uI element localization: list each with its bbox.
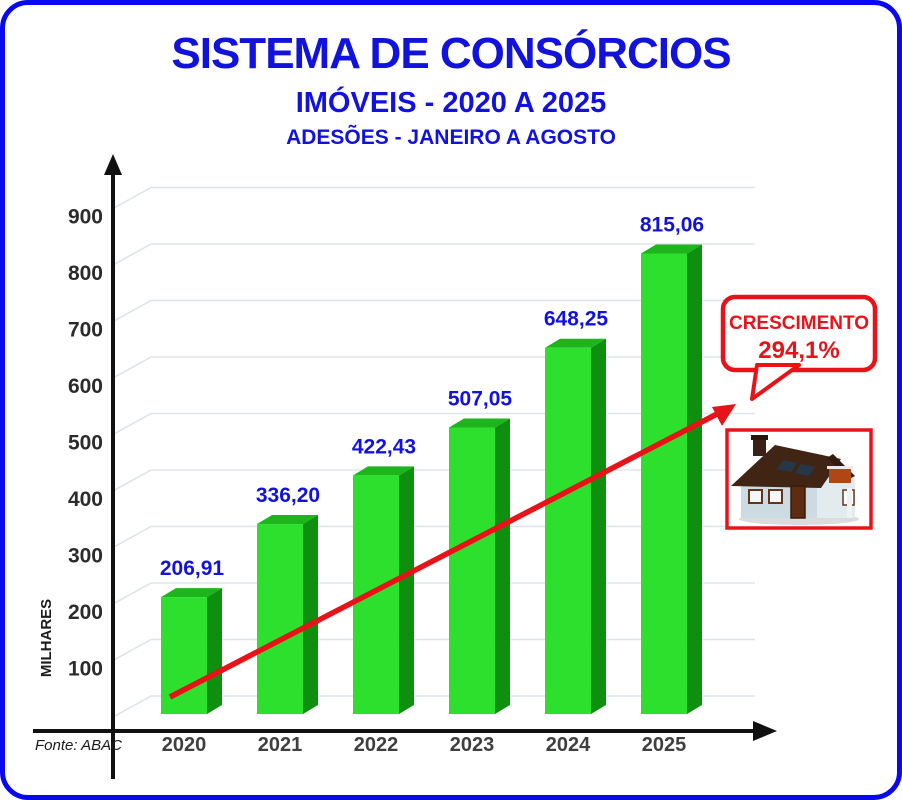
value-label-2022: 422,43 (352, 435, 416, 458)
house-balcony-rail (827, 466, 853, 469)
chart-subtitle-1: IMÓVEIS - 2020 A 2025 (295, 87, 607, 119)
bar-2025 (641, 244, 702, 715)
house-door (790, 485, 806, 519)
axes (33, 154, 777, 779)
y-tick-300: 300 (68, 545, 103, 568)
y-tick-800: 800 (68, 262, 103, 285)
x-label-2020: 2020 (162, 734, 207, 756)
callout-growth-value: 294,1% (758, 337, 839, 364)
growth-callout: CRESCIMENTO 294,1% (720, 294, 878, 401)
y-tick-200: 200 (68, 601, 103, 624)
y-tick-100: 100 (68, 658, 103, 681)
house-chimney (753, 438, 766, 456)
value-label-2023: 507,05 (448, 388, 513, 411)
bar-2023 (449, 418, 510, 714)
y-tick-400: 400 (68, 488, 103, 511)
house-window (768, 489, 783, 504)
bar-2020 (161, 588, 222, 714)
value-label-2021: 336,20 (256, 484, 320, 507)
house-image (725, 428, 873, 530)
value-label-2020: 206,91 (160, 557, 225, 580)
gridline-900 (112, 186, 755, 210)
x-label-2022: 2022 (354, 734, 399, 756)
house-skylight (777, 460, 797, 472)
chart-header: SISTEMA DE CONSÓRCIOS IMÓVEIS - 2020 A 2… (5, 5, 897, 150)
trend-arrowhead-icon (712, 404, 736, 426)
bar-2024 (545, 338, 606, 714)
x-label-2021: 2021 (258, 734, 303, 756)
x-label-2025: 2025 (642, 734, 687, 756)
bar-chart: 100 200 300 400 500 600 700 800 900 2020 206,91 202… (33, 154, 878, 779)
x-axis-arrow-icon (753, 721, 777, 741)
bar-2022 (353, 466, 414, 714)
x-label-2024: 2024 (546, 734, 591, 756)
x-label-2023: 2023 (450, 734, 495, 756)
gridline-700 (112, 299, 755, 323)
house-pillar (847, 488, 852, 518)
chart-subtitle-2: ADESÕES - JANEIRO A AGOSTO (286, 126, 616, 149)
y-tick-500: 500 (68, 432, 103, 455)
callout-growth-label: CRESCIMENTO (729, 313, 869, 334)
y-axis-unit-label: MILHARES (38, 598, 55, 678)
trend-arrow (168, 404, 736, 700)
y-tick-900: 900 (68, 206, 103, 229)
page-title: SISTEMA DE CONSÓRCIOS (171, 29, 731, 78)
source-note: Fonte: ABAC (35, 737, 122, 754)
y-tick-700: 700 (68, 319, 103, 342)
value-label-2024: 648,25 (544, 308, 609, 331)
house-balcony (829, 468, 851, 483)
value-label-2025: 815,06 (640, 213, 704, 236)
y-axis-arrow-icon (104, 154, 122, 175)
axis-labels: 100 200 300 400 500 600 700 800 900 2020 206,91 202… (68, 206, 704, 757)
house-window (748, 489, 763, 504)
gridline-800 (112, 243, 755, 266)
y-tick-600: 600 (68, 375, 103, 398)
house-skylight (795, 464, 815, 476)
house-chimney-cap (751, 435, 768, 440)
bars (161, 244, 702, 715)
bar-2021 (257, 515, 318, 714)
